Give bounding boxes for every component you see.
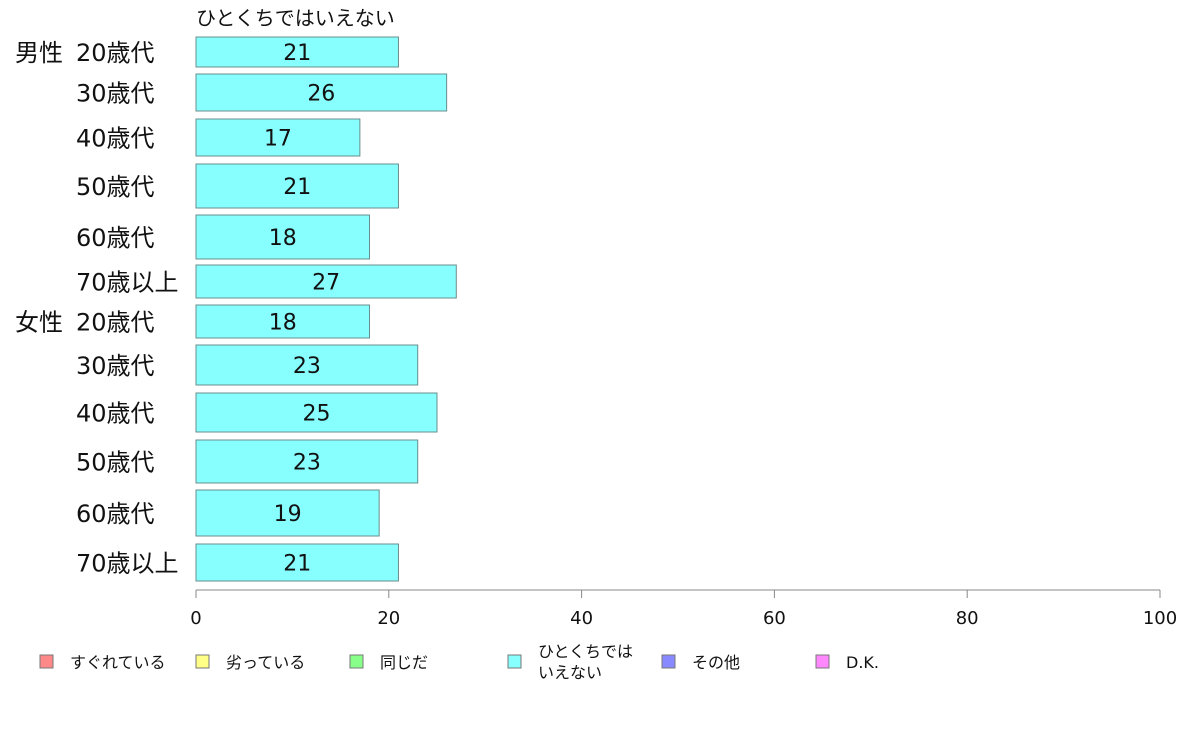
bar-value-label: 18 [269,311,297,336]
legend-label: ひとくちではいえない [538,642,633,682]
x-tick-label: 80 [956,608,979,629]
bar-value-label: 23 [293,451,321,476]
bar [195,73,448,112]
bar [195,264,457,299]
x-tick-label: 0 [190,608,201,629]
legend-swatch [507,654,522,669]
bars-layer: 男性 20歳代 21 30歳代 26 40歳代 17 50歳代 21 60歳代 18 70歳以上 27 女… [15,36,457,582]
group-label: 女性 [15,309,63,337]
bar [195,304,371,339]
bar [195,392,438,433]
category-label: 30歳代 [76,80,155,108]
category-label: 50歳代 [76,449,155,477]
bar [195,489,380,537]
category-label: 60歳代 [76,224,155,252]
legend-label: D.K. [846,653,879,672]
bar-value-label: 25 [303,402,331,427]
category-label: 20歳代 [76,39,155,67]
legend-swatch [195,654,210,669]
category-label: 40歳代 [76,400,155,428]
bar-value-label: 27 [312,271,340,296]
category-label: 70歳以上 [76,550,179,578]
bar [195,543,399,582]
legend-swatch [661,654,676,669]
bar [195,344,419,386]
bar [195,439,419,484]
bar [195,118,361,157]
group-label: 男性 [15,39,63,67]
legend-label: その他 [692,653,740,672]
category-label: 70歳以上 [76,269,179,297]
category-label: 30歳代 [76,352,155,380]
bar-value-label: 17 [264,127,292,152]
bar-value-label: 19 [274,502,302,527]
legend-label: 劣っている [226,653,305,672]
series-header: ひとくちではいえない [196,6,395,30]
category-label: 20歳代 [76,309,155,337]
bar-value-label: 21 [283,552,311,577]
bar [195,36,399,68]
x-axis: 0 20 40 60 80 100 [190,589,1177,629]
legend-swatch [39,654,54,669]
x-tick-label: 60 [763,608,786,629]
bar-value-label: 23 [293,354,321,379]
legend-label: 同じだ [380,653,428,672]
legend: すぐれている 劣っている 同じだ ひとくちではいえない その他 D.K. [39,642,879,682]
bar-value-label: 26 [307,82,335,107]
bar-value-label: 18 [269,226,297,251]
bar-value-label: 21 [283,175,311,200]
x-tick-label: 20 [377,608,400,629]
category-label: 60歳代 [76,500,155,528]
category-label: 50歳代 [76,173,155,201]
bar [195,214,371,260]
legend-swatch [815,654,830,669]
x-tick-label: 40 [570,608,593,629]
x-tick-label: 100 [1143,608,1177,629]
bar-value-label: 21 [283,41,311,66]
category-label: 40歳代 [76,125,155,153]
legend-swatch [349,654,364,669]
bar [195,163,399,209]
legend-label: すぐれている [70,653,166,672]
